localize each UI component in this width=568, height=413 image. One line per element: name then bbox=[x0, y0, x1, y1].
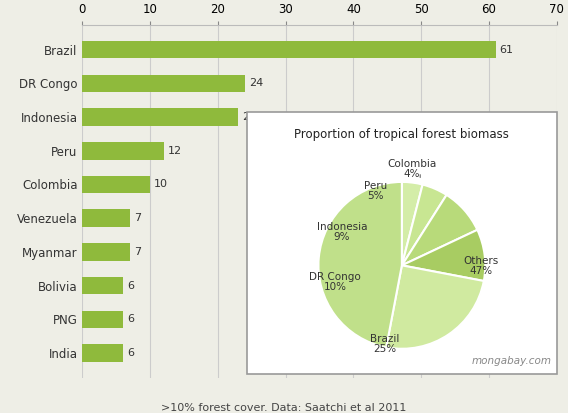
Text: 47%: 47% bbox=[470, 266, 492, 276]
Text: 23: 23 bbox=[243, 112, 256, 122]
Wedge shape bbox=[386, 266, 484, 349]
Text: 61: 61 bbox=[500, 45, 513, 55]
Text: 6: 6 bbox=[127, 281, 134, 291]
Bar bbox=[82, 176, 150, 193]
Wedge shape bbox=[402, 230, 485, 281]
Text: 5%: 5% bbox=[367, 191, 383, 201]
Wedge shape bbox=[402, 182, 423, 266]
Text: 6: 6 bbox=[127, 348, 134, 358]
Text: Brazil: Brazil bbox=[370, 334, 400, 344]
Text: DR Congo: DR Congo bbox=[309, 272, 361, 282]
Bar bbox=[82, 108, 238, 126]
Bar bbox=[82, 311, 123, 328]
Text: 25%: 25% bbox=[374, 344, 396, 354]
Bar bbox=[82, 75, 245, 92]
Text: >10% forest cover. Data: Saatchi et al 2011: >10% forest cover. Data: Saatchi et al 2… bbox=[161, 403, 407, 413]
Text: 7: 7 bbox=[134, 247, 141, 257]
Text: 10%: 10% bbox=[324, 282, 346, 292]
Wedge shape bbox=[402, 185, 446, 266]
Text: 12: 12 bbox=[168, 146, 182, 156]
Text: 6: 6 bbox=[127, 314, 134, 324]
Text: Colombia: Colombia bbox=[387, 159, 436, 169]
Text: mongabay.com: mongabay.com bbox=[472, 356, 552, 366]
Bar bbox=[82, 209, 130, 227]
Text: 24: 24 bbox=[249, 78, 264, 88]
Text: Indonesia: Indonesia bbox=[316, 222, 367, 232]
Text: Proportion of tropical forest biomass: Proportion of tropical forest biomass bbox=[294, 128, 509, 141]
Text: Others: Others bbox=[463, 256, 499, 266]
Bar bbox=[82, 243, 130, 261]
Wedge shape bbox=[319, 182, 402, 347]
Bar bbox=[82, 41, 496, 58]
Text: Peru: Peru bbox=[364, 181, 387, 191]
Text: 9%: 9% bbox=[333, 232, 350, 242]
Bar bbox=[82, 142, 164, 159]
Bar bbox=[82, 277, 123, 294]
Bar bbox=[82, 344, 123, 362]
Wedge shape bbox=[402, 195, 477, 266]
Text: 10: 10 bbox=[154, 180, 168, 190]
Text: 4%: 4% bbox=[404, 169, 420, 178]
Text: 7: 7 bbox=[134, 213, 141, 223]
